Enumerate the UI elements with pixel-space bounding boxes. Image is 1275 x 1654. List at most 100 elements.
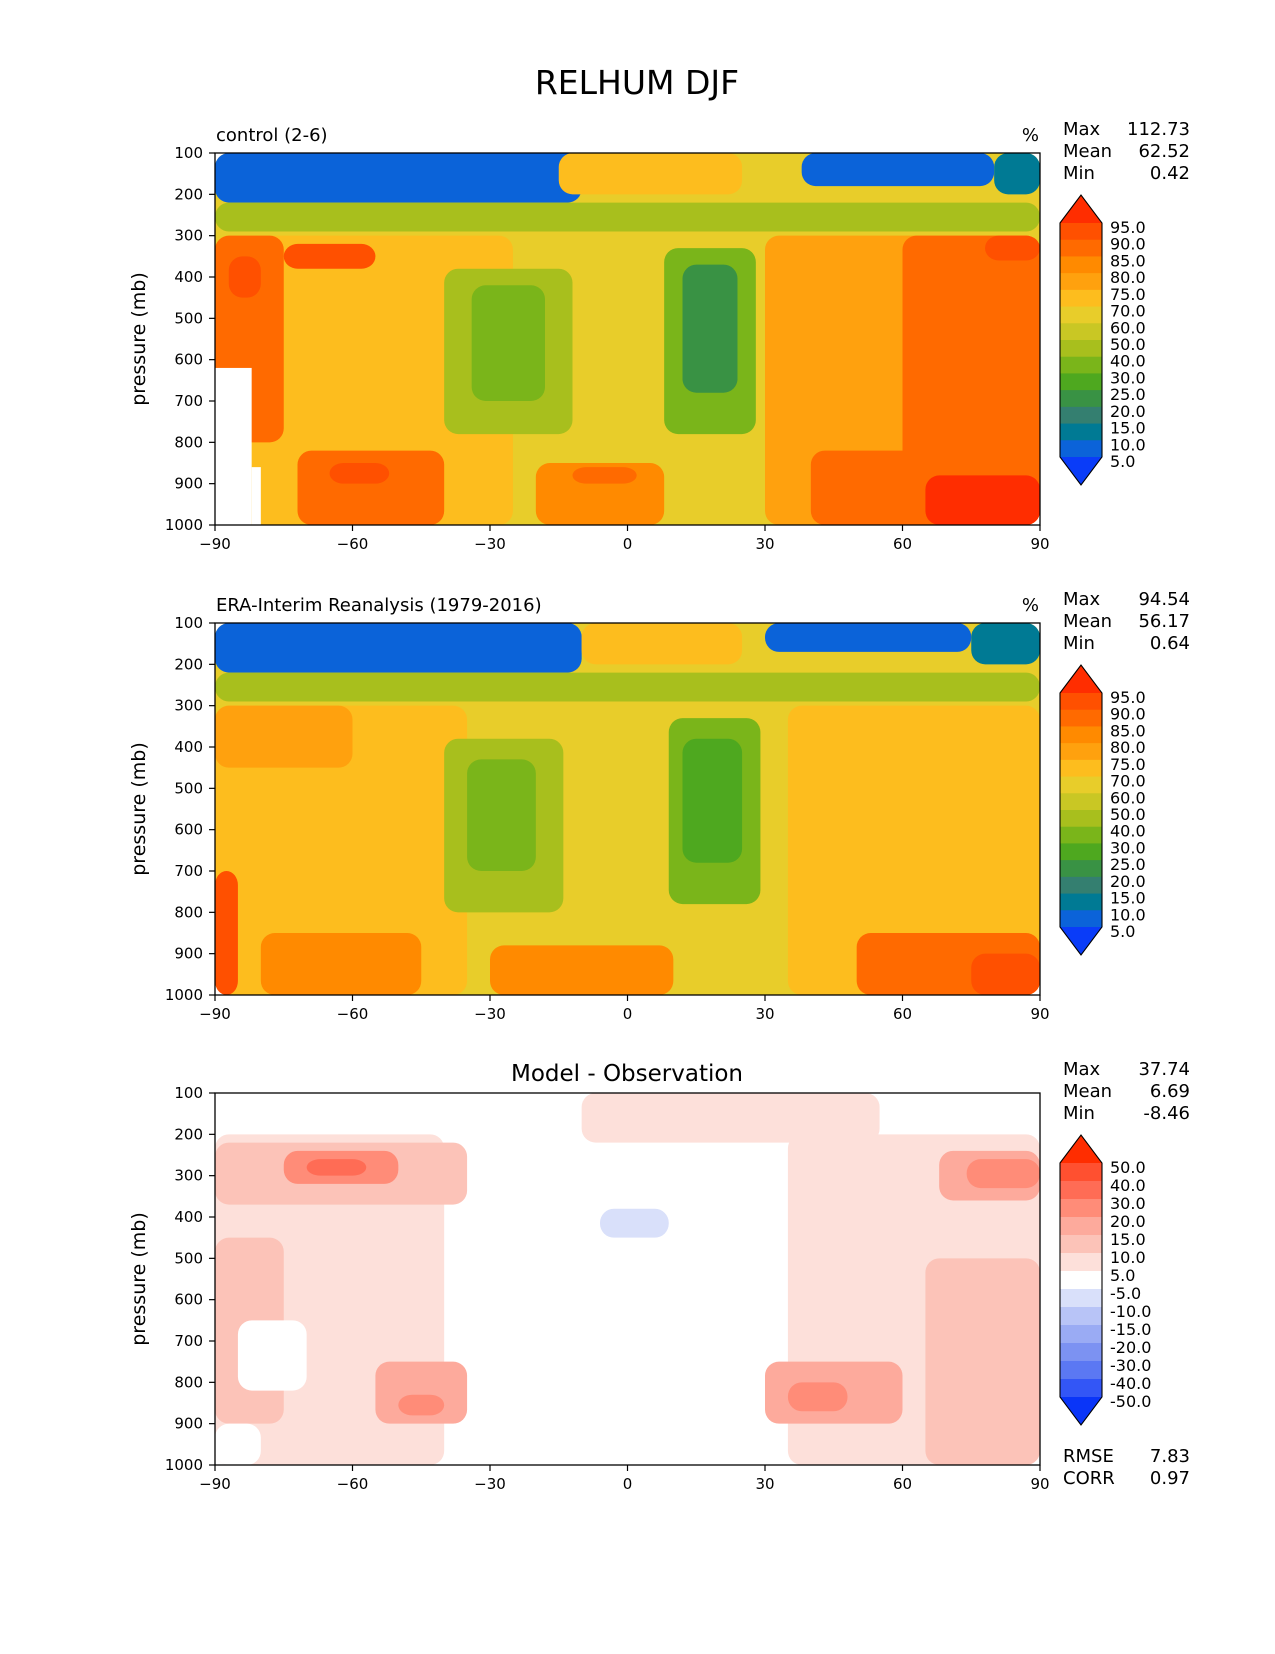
field-region <box>471 285 545 401</box>
stats-diff: Max 37.74 Mean 6.69 Min -8.46 RMSE 7.83 CORR 0.97 <box>1063 1059 1190 1489</box>
colorbar-label: 15.0 <box>1110 1230 1146 1249</box>
field-region <box>398 1394 445 1416</box>
colorbar-segment <box>1060 1325 1102 1344</box>
colorbar-label: 70.0 <box>1110 302 1146 321</box>
y-tick-label: 500 <box>174 1249 203 1267</box>
y-tick-label: 700 <box>174 392 203 410</box>
colorbar-label: 85.0 <box>1110 721 1146 740</box>
field-region <box>283 243 376 269</box>
y-tick-label: 600 <box>174 351 203 369</box>
y-tick-label: 700 <box>174 862 203 880</box>
y-tick-label: 100 <box>174 1084 203 1102</box>
colorbar-extend-max <box>1060 665 1102 693</box>
plot-area-diff <box>215 1093 1040 1465</box>
field-region <box>297 450 445 525</box>
colorbar-label: 5.0 <box>1110 452 1135 471</box>
x-tick-label: 30 <box>755 1005 774 1023</box>
colorbar-label: 5.0 <box>1110 922 1135 941</box>
colorbar-label: 10.0 <box>1110 905 1146 924</box>
colorbar-label: -40.0 <box>1110 1374 1151 1393</box>
field-region <box>215 705 468 995</box>
field-region <box>787 1382 848 1412</box>
field-region <box>215 367 252 525</box>
y-tick-label: 400 <box>174 738 203 756</box>
x-tick-label: 0 <box>623 535 633 553</box>
colorbar-segment <box>1060 273 1102 291</box>
field-region <box>558 153 743 195</box>
field-region <box>237 1320 307 1391</box>
x-tick-label: 90 <box>1030 1005 1049 1023</box>
y-tick-label: 200 <box>174 1125 203 1143</box>
colorbar-outline <box>1059 664 1103 956</box>
colorbar-label: -10.0 <box>1110 1302 1151 1321</box>
colorbar-segment <box>1060 1271 1102 1290</box>
colorbar-label: 60.0 <box>1110 318 1146 337</box>
field-region <box>925 475 1040 525</box>
field-region <box>306 1159 367 1176</box>
colorbar-segment <box>1060 390 1102 408</box>
panel-control: control (2-6) % pressure (mb) 1002003004… <box>128 119 1190 553</box>
colorbar-segment <box>1060 1235 1102 1254</box>
units-label-control: % <box>1022 125 1039 146</box>
field-region <box>535 1167 765 1403</box>
field-region <box>581 1093 880 1143</box>
x-tick-label: −30 <box>474 1475 506 1493</box>
colorbar-segment <box>1060 323 1102 341</box>
colorbar-segment <box>1060 306 1102 324</box>
colorbar-label: 70.0 <box>1110 772 1146 791</box>
colorbar-label: 20.0 <box>1110 402 1146 421</box>
colorbar-segment <box>1060 1163 1102 1182</box>
colorbar-outline <box>1059 1134 1103 1426</box>
field-region <box>581 623 743 665</box>
colorbar-segment <box>1060 759 1102 778</box>
xticks-control: −90 −60 −30 0 30 60 90 <box>199 525 1050 553</box>
y-tick-label: 300 <box>174 227 203 245</box>
colorbar-label: 80.0 <box>1110 268 1146 287</box>
colorbar-label: -15.0 <box>1110 1320 1151 1339</box>
colorbar-segment <box>1060 406 1102 425</box>
yticks-diff: 100 200 300 400 500 600 700 800 900 1000 <box>165 1084 215 1474</box>
y-tick-label: 1000 <box>165 1456 203 1474</box>
y-tick-label: 500 <box>174 779 203 797</box>
colorbar-segment <box>1060 1307 1102 1326</box>
colorbar-label: 50.0 <box>1110 805 1146 824</box>
x-tick-label: −90 <box>199 1005 231 1023</box>
x-tick-label: −60 <box>337 1475 369 1493</box>
colorbar-label: 80.0 <box>1110 738 1146 757</box>
colorbar-segment <box>1060 340 1102 358</box>
x-tick-label: 90 <box>1030 1475 1049 1493</box>
panel-diff: Model - Observation pressure (mb) 100 200… <box>128 1059 1190 1493</box>
colorbar-segment <box>1060 440 1102 458</box>
colorbar-segment <box>1060 1253 1102 1272</box>
colorbar-segment <box>1060 743 1102 761</box>
colorbar-label: 10.0 <box>1110 1248 1146 1267</box>
y-tick-label: 900 <box>174 475 203 493</box>
stat-name: Max <box>1063 589 1101 610</box>
stat-value: -8.46 <box>1143 1103 1190 1124</box>
ylabel-control: pressure (mb) <box>128 272 150 406</box>
y-tick-label: 300 <box>174 1167 203 1185</box>
stat-value: 112.73 <box>1127 119 1190 140</box>
stat-name: CORR <box>1063 1468 1115 1489</box>
colorbar-extend-max <box>1060 1135 1102 1163</box>
colorbar-label: 90.0 <box>1110 705 1146 724</box>
colorbar-segment <box>1060 810 1102 828</box>
y-tick-label: 400 <box>174 268 203 286</box>
xticks-obs: −90 −60 −30 0 30 60 90 <box>199 995 1050 1023</box>
colorbar-extend-min <box>1060 457 1102 485</box>
colorbar-label: 90.0 <box>1110 235 1146 254</box>
x-tick-label: 60 <box>893 1005 912 1023</box>
plot-area-obs <box>215 623 1040 995</box>
x-tick-label: 0 <box>623 1475 633 1493</box>
colorbar-segment <box>1060 289 1102 308</box>
field-region <box>215 871 238 995</box>
stat-value: 56.17 <box>1138 611 1190 632</box>
stat-name: Max <box>1063 1059 1101 1080</box>
field-region <box>215 672 1040 702</box>
colorbar-diff: 50.040.030.020.015.010.05.0-5.0-10.0-15.… <box>1059 1134 1151 1426</box>
colorbar-label: -5.0 <box>1110 1284 1141 1303</box>
x-tick-label: −90 <box>199 1475 231 1493</box>
figure-title: RELHUM DJF <box>535 63 739 102</box>
field-region <box>787 705 1040 995</box>
